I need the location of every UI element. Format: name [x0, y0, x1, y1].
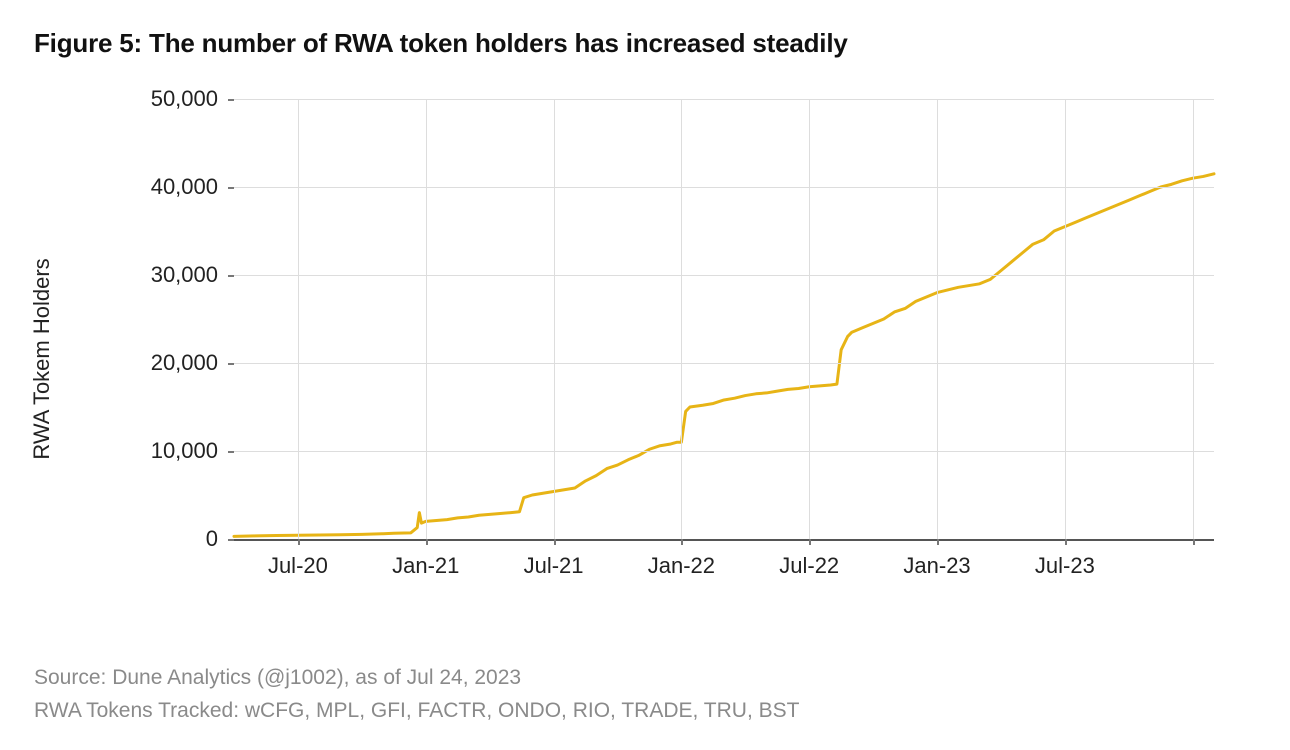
gridline-vertical: [1065, 99, 1066, 539]
gridline-horizontal: [234, 275, 1214, 276]
y-tick-label: 0: [206, 526, 218, 552]
gridline-horizontal: [234, 99, 1214, 100]
plot-area: 010,00020,00030,00040,00050,000Jul-20Jan…: [234, 99, 1214, 541]
y-tick-mark: [228, 451, 234, 453]
x-tick-label: Jan-21: [392, 553, 459, 579]
x-tick-label: Jul-22: [779, 553, 839, 579]
gridline-vertical: [554, 99, 555, 539]
footnotes: Source: Dune Analytics (@j1002), as of J…: [34, 661, 799, 728]
chart: RWA Tokem Holders 010,00020,00030,00040,…: [34, 99, 1224, 619]
figure-title: Figure 5: The number of RWA token holder…: [34, 28, 1256, 59]
x-tick-label: Jul-23: [1035, 553, 1095, 579]
x-tick-mark: [809, 539, 811, 545]
y-tick-mark: [228, 275, 234, 277]
gridline-horizontal: [234, 187, 1214, 188]
x-tick-mark: [298, 539, 300, 545]
x-tick-mark: [426, 539, 428, 545]
source-line: Source: Dune Analytics (@j1002), as of J…: [34, 661, 799, 695]
gridline-vertical: [937, 99, 938, 539]
x-tick-label: Jul-21: [524, 553, 584, 579]
y-tick-label: 20,000: [151, 350, 218, 376]
x-tick-mark: [1193, 539, 1195, 545]
y-tick-label: 40,000: [151, 174, 218, 200]
x-tick-mark: [554, 539, 556, 545]
gridline-horizontal: [234, 363, 1214, 364]
gridline-vertical: [681, 99, 682, 539]
x-tick-mark: [1065, 539, 1067, 545]
y-axis-label: RWA Tokem Holders: [29, 258, 55, 459]
gridline-horizontal: [234, 451, 1214, 452]
y-tick-label: 30,000: [151, 262, 218, 288]
figure-container: Figure 5: The number of RWA token holder…: [0, 0, 1290, 750]
gridline-vertical: [1193, 99, 1194, 539]
x-tick-mark: [681, 539, 683, 545]
gridline-vertical: [809, 99, 810, 539]
y-tick-label: 50,000: [151, 86, 218, 112]
x-tick-label: Jan-23: [903, 553, 970, 579]
x-tick-label: Jul-20: [268, 553, 328, 579]
data-line: [234, 174, 1214, 537]
x-tick-mark: [937, 539, 939, 545]
tokens-tracked-line: RWA Tokens Tracked: wCFG, MPL, GFI, FACT…: [34, 694, 799, 728]
y-tick-mark: [228, 99, 234, 101]
line-layer: [234, 99, 1214, 539]
y-tick-mark: [228, 363, 234, 365]
x-tick-label: Jan-22: [648, 553, 715, 579]
y-tick-mark: [228, 539, 234, 541]
gridline-vertical: [426, 99, 427, 539]
y-tick-mark: [228, 187, 234, 189]
y-tick-label: 10,000: [151, 438, 218, 464]
gridline-vertical: [298, 99, 299, 539]
